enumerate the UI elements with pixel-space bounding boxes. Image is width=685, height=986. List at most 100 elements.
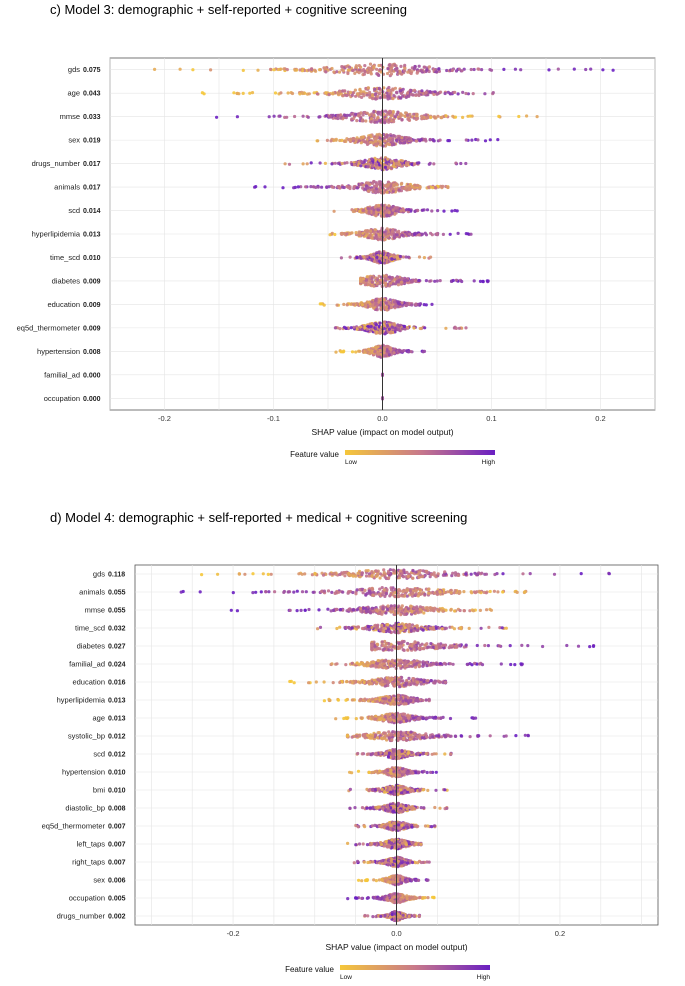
shap-point xyxy=(435,92,440,96)
shap-point xyxy=(366,624,370,629)
shap-point xyxy=(387,63,391,67)
shap-point xyxy=(377,86,381,90)
shap-point xyxy=(339,116,343,120)
shap-point xyxy=(353,88,357,92)
shap-point xyxy=(453,609,457,613)
shap-point xyxy=(508,644,512,648)
shap-point xyxy=(449,608,453,612)
shap-point xyxy=(348,680,352,684)
shap-point xyxy=(344,663,348,667)
shap-point xyxy=(480,663,485,667)
shap-point xyxy=(313,572,317,576)
shap-point xyxy=(202,92,206,96)
shap-point xyxy=(501,572,505,576)
shap-point xyxy=(311,590,315,594)
shap-point xyxy=(384,679,388,683)
shap-point xyxy=(443,91,447,96)
shap-point xyxy=(241,91,245,95)
shap-point xyxy=(387,92,392,96)
shap-point xyxy=(323,66,327,70)
shap-point xyxy=(444,114,448,118)
shap-point xyxy=(406,70,410,74)
shap-point xyxy=(345,113,349,117)
shap-point xyxy=(497,114,501,118)
shap-point xyxy=(216,572,220,576)
shap-point xyxy=(369,117,373,121)
shap-point xyxy=(412,88,417,92)
shap-point xyxy=(391,110,395,114)
shap-point xyxy=(335,607,339,611)
shap-point xyxy=(375,67,379,71)
shap-point xyxy=(317,608,321,612)
shap-point xyxy=(391,682,395,686)
shap-point xyxy=(327,93,331,97)
shap-point xyxy=(382,94,387,98)
shap-point xyxy=(307,607,311,612)
shap-point xyxy=(391,88,395,92)
shap-point xyxy=(380,593,385,597)
shap-point xyxy=(433,90,437,94)
shap-point xyxy=(341,571,345,575)
shap-point xyxy=(584,67,588,72)
shap-point xyxy=(312,91,316,95)
shap-point xyxy=(401,589,405,594)
shap-point xyxy=(384,642,388,646)
shap-point xyxy=(381,605,385,610)
shap-point xyxy=(381,683,385,687)
shap-point xyxy=(379,70,383,74)
shap-point xyxy=(293,114,297,119)
shap-point xyxy=(371,93,375,97)
shap-point xyxy=(398,664,402,668)
shap-point xyxy=(501,590,505,594)
shap-point xyxy=(453,589,457,593)
shap-point xyxy=(366,86,370,90)
shap-point xyxy=(425,68,429,72)
shap-point xyxy=(318,115,322,119)
shap-point xyxy=(298,68,302,72)
shap-point xyxy=(388,568,392,572)
shap-point xyxy=(282,590,286,595)
shap-point xyxy=(248,91,252,95)
shap-point xyxy=(535,115,539,119)
shap-point xyxy=(443,680,448,685)
shap-point xyxy=(364,606,368,611)
shap-point xyxy=(346,71,350,76)
shap-point xyxy=(350,661,354,665)
shap-point xyxy=(496,590,500,594)
shap-point xyxy=(588,645,592,649)
shap-point xyxy=(382,629,386,634)
shap-point xyxy=(351,608,355,612)
shap-point xyxy=(307,681,311,685)
shap-point xyxy=(407,676,411,681)
shap-point xyxy=(300,69,304,73)
shap-point xyxy=(335,626,339,631)
shap-point xyxy=(411,591,415,595)
shap-point xyxy=(376,115,380,120)
shap-point xyxy=(421,628,425,632)
shap-point xyxy=(399,89,403,93)
shap-point xyxy=(469,67,473,72)
shap-point xyxy=(290,91,295,96)
shap-point xyxy=(426,679,430,683)
shap-point xyxy=(237,572,241,576)
shap-point xyxy=(229,608,233,612)
shap-point xyxy=(479,626,483,630)
shap-point xyxy=(298,92,302,96)
shap-point xyxy=(456,92,460,96)
shap-point xyxy=(382,588,386,592)
shap-point xyxy=(419,69,423,73)
shap-point xyxy=(370,647,374,651)
shap-point xyxy=(310,67,314,71)
shap-point xyxy=(330,66,334,71)
shap-point xyxy=(381,662,386,666)
shap-point xyxy=(338,680,342,685)
shap-point xyxy=(339,608,343,612)
shap-point xyxy=(423,592,427,596)
shap-point xyxy=(441,644,445,648)
shap-point xyxy=(486,644,490,648)
shap-point xyxy=(437,67,441,71)
shap-point xyxy=(378,91,382,95)
shap-point xyxy=(370,574,374,578)
shap-point xyxy=(374,569,378,573)
shap-point xyxy=(371,97,375,101)
